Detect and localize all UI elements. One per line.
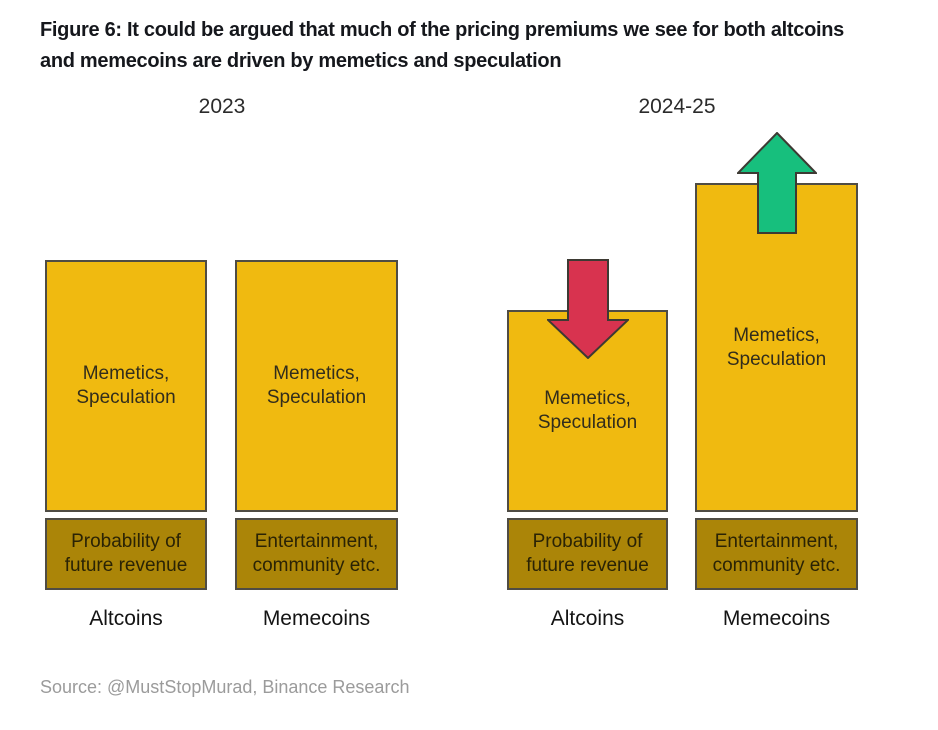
bar-2023-altcoins-base-segment: Probability of future revenue bbox=[45, 518, 207, 590]
bar-2024-25-memecoins-base-segment: Entertainment, community etc. bbox=[695, 518, 858, 590]
bar-2023-memecoins-base-segment: Entertainment, community etc. bbox=[235, 518, 398, 590]
bar-2023-memecoins-speculation-segment: Memetics, Speculation bbox=[235, 260, 398, 512]
figure-title: Figure 6: It could be argued that much o… bbox=[40, 15, 920, 77]
category-label-2024-25-altcoins: Altcoins bbox=[550, 607, 625, 630]
decrease-arrow-icon bbox=[545, 259, 631, 364]
category-label-2023-altcoins: Altcoins bbox=[89, 607, 163, 630]
bar-2024-25-memecoins-speculation-segment: Memetics, Speculation bbox=[695, 183, 858, 512]
bar-2023-altcoins-speculation-segment: Memetics, Speculation bbox=[45, 260, 207, 512]
source-attribution: Source: @MustStopMurad, Binance Research bbox=[40, 677, 410, 697]
category-label-2023-memecoins: Memecoins bbox=[262, 607, 371, 630]
panel-label-2024-25: 2024-25 bbox=[638, 95, 716, 118]
figure-title-line2: and memecoins are driven by memetics and… bbox=[40, 50, 562, 72]
figure-title-line1: Figure 6: It could be argued that much o… bbox=[40, 19, 844, 41]
bar-2024-25-altcoins-base-segment: Probability of future revenue bbox=[507, 518, 668, 590]
panel-label-2023: 2023 bbox=[198, 95, 246, 118]
increase-arrow-icon bbox=[735, 131, 819, 239]
category-label-2024-25-memecoins: Memecoins bbox=[722, 607, 831, 630]
